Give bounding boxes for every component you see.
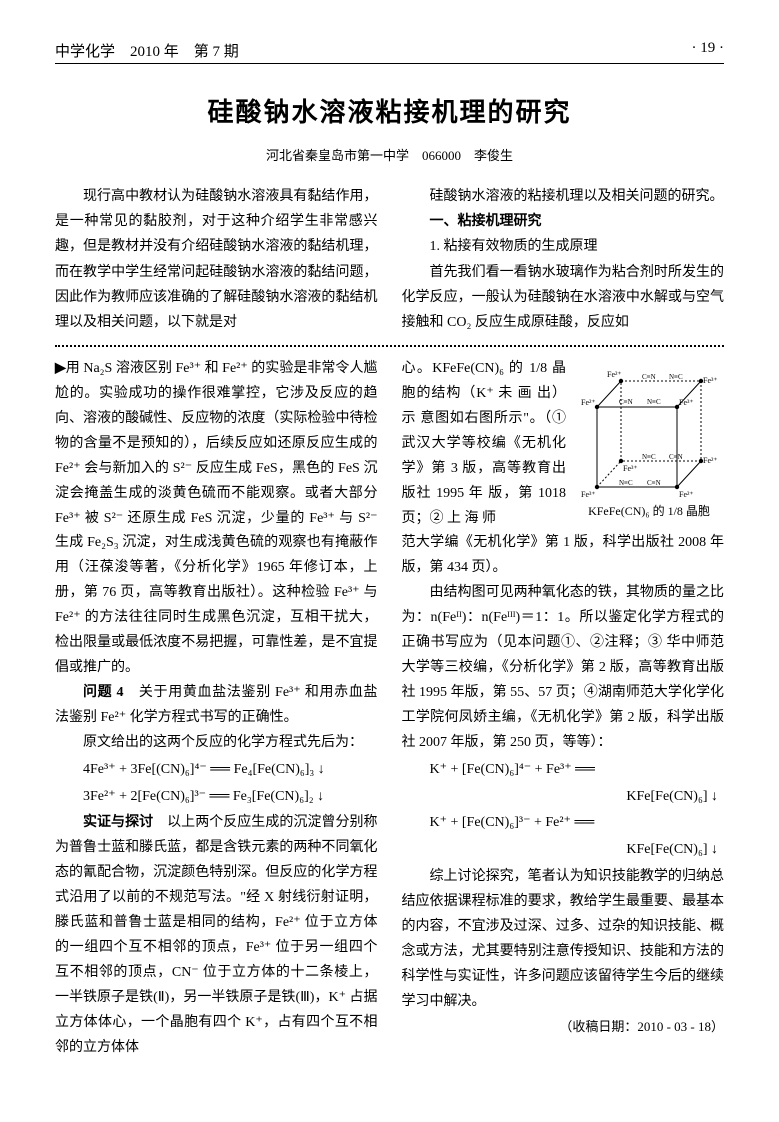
sz-text: 以上两个反应生成的沉淀曾分别称为普鲁士蓝和滕氏蓝，都是含铁元素的两种不同氧化态的… xyxy=(55,815,378,1054)
journal-header: 中学化学 2010 年 第 7 期 · 19 · xyxy=(55,40,724,64)
svg-text:Fe²⁺: Fe²⁺ xyxy=(679,490,694,499)
svg-text:Fe²⁺: Fe²⁺ xyxy=(581,398,596,407)
intro-block: 现行高中教材认为硅酸钠水溶液具有黏结作用，是一种常见的黏胶剂，对于这种介绍学生非… xyxy=(55,184,724,335)
svg-text:N≡C: N≡C xyxy=(647,398,661,406)
triangle-marker: ▶ xyxy=(55,361,66,376)
equation-1: 4Fe³⁺ + 3Fe[(CN)₆]⁴⁻ ══ Fe₄[Fe(CN)₆]₃ ↓ xyxy=(55,758,378,783)
article-title: 硅酸钠水溶液粘接机理的研究 xyxy=(55,92,724,129)
crystal-diagram: Fe²⁺ Fe³⁺ Fe³⁺ Fe²⁺ Fe²⁺ Fe³⁺ Fe³⁺ Fe²⁺ C≡N N… xyxy=(574,359,724,522)
svg-text:N≡C: N≡C xyxy=(619,479,633,487)
left-p1-text: 用 Na₂S 溶液区别 Fe³⁺ 和 Fe²⁺ 的实验是非常令人尴尬的。实验成功… xyxy=(55,361,378,675)
section-1-heading: 一、粘接机理研究 xyxy=(402,209,725,234)
equation-3a: K⁺ + [Fe(CN)₆]⁴⁻ + Fe³⁺ ══ xyxy=(402,758,725,783)
right-p2: 由结构图可见两种氧化态的铁，其物质的量之比为：n(Feᴵᴵ)：n(Feᴵᴵᴵ)＝… xyxy=(402,581,725,755)
left-p1: ▶用 Na₂S 溶液区别 Fe³⁺ 和 Fe²⁺ 的实验是非常令人尴尬的。实验成… xyxy=(55,357,378,681)
intro-p1: 现行高中教材认为硅酸钠水溶液具有黏结作用，是一种常见的黏胶剂，对于这种介绍学生非… xyxy=(55,184,378,335)
svg-text:Fe²⁺: Fe²⁺ xyxy=(607,370,622,379)
svg-text:N≡C: N≡C xyxy=(642,453,656,461)
received-date: （收稿日期：2010 - 03 - 18） xyxy=(402,1015,725,1038)
header-left: 中学化学 2010 年 第 7 期 xyxy=(55,40,239,61)
svg-text:Fe²⁺: Fe²⁺ xyxy=(703,456,718,465)
intro-p2: 硅酸钠水溶液的粘接机理以及相关问题的研究。 xyxy=(402,184,725,209)
equation-4b: KFe[Fe(CN)₆] ↓ xyxy=(402,838,725,863)
right-p1b: 范大学编《无机化学》第 1 版，科学出版社 2008 年版，第 434 页）。 xyxy=(402,531,725,581)
left-p2: 原文给出的这两个反应的化学方程式先后为： xyxy=(55,731,378,756)
svg-text:C≡N: C≡N xyxy=(619,398,633,406)
svg-text:C≡N: C≡N xyxy=(642,373,656,381)
equation-3b: KFe[Fe(CN)₆] ↓ xyxy=(402,785,725,810)
intro-p3: 首先我们看一看钠水玻璃作为粘合剂时所发生的化学反应，一般认为硅酸钠在水溶液中水解… xyxy=(402,260,725,336)
equation-2: 3Fe²⁺ + 2[Fe(CN)₆]³⁻ ══ Fe₃[Fe(CN)₆]₂ ↓ xyxy=(55,785,378,810)
question-4: 问题 4 关于用黄血盐法鉴别 Fe³⁺ 和用赤血盐法鉴别 Fe²⁺ 化学方程式书… xyxy=(55,681,378,731)
svg-text:Fe³⁺: Fe³⁺ xyxy=(623,464,638,473)
byline: 河北省秦皇岛市第一中学 066000 李俊生 xyxy=(55,145,724,164)
svg-text:Fe³⁺: Fe³⁺ xyxy=(703,376,718,385)
svg-text:Fe³⁺: Fe³⁺ xyxy=(581,490,596,499)
equation-4a: K⁺ + [Fe(CN)₆]³⁻ + Fe²⁺ ══ xyxy=(402,811,725,836)
svg-text:C≡N: C≡N xyxy=(669,453,683,461)
dotted-divider xyxy=(55,345,724,347)
svg-text:N≡C: N≡C xyxy=(669,373,683,381)
sz-label: 实证与探讨 xyxy=(83,815,153,830)
right-p3: 综上讨论探究，笔者认为知识技能教学的归纳总结应依据课程标准的要求，教给学生最重要… xyxy=(402,865,725,1014)
main-columns: ▶用 Na₂S 溶液区别 Fe³⁺ 和 Fe²⁺ 的实验是非常令人尴尬的。实验成… xyxy=(55,357,724,1060)
q4-label: 问题 4 xyxy=(83,685,124,700)
subsection-1-heading: 1. 粘接有效物质的生成原理 xyxy=(402,234,725,259)
svg-text:C≡N: C≡N xyxy=(647,479,661,487)
svg-text:Fe³⁺: Fe³⁺ xyxy=(679,398,694,407)
shizheng-paragraph: 实证与探讨 以上两个反应生成的沉淀曾分别称为普鲁士蓝和滕氏蓝，都是含铁元素的两种… xyxy=(55,811,378,1060)
header-right: · 19 · xyxy=(692,40,725,61)
diagram-caption: KFeFe(CN)₆ 的 1/8 晶胞 xyxy=(574,501,724,522)
